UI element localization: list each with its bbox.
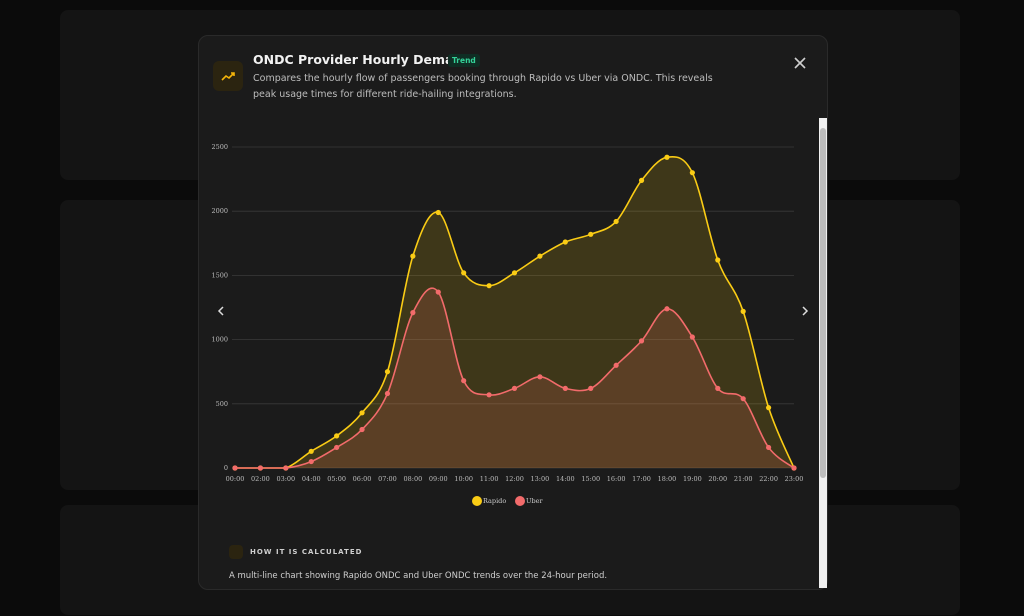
data-point bbox=[588, 385, 594, 391]
data-point bbox=[308, 448, 314, 454]
data-point bbox=[486, 283, 492, 289]
x-tick-label: 23:00 bbox=[785, 475, 804, 483]
section-text: A multi-line chart showing Rapido ONDC a… bbox=[229, 571, 608, 581]
data-point bbox=[384, 369, 391, 375]
x-tick-label: 03:00 bbox=[276, 475, 295, 483]
x-tick-label: 13:00 bbox=[531, 475, 550, 483]
x-tick-label: 20:00 bbox=[708, 475, 727, 483]
data-point bbox=[334, 444, 340, 451]
data-point bbox=[664, 306, 670, 312]
y-tick-label: 2500 bbox=[211, 143, 228, 151]
x-tick-label: 06:00 bbox=[353, 475, 372, 483]
data-point bbox=[257, 465, 264, 471]
data-point bbox=[461, 378, 467, 384]
data-point bbox=[461, 270, 467, 276]
x-tick-label: 00:00 bbox=[226, 475, 245, 483]
y-tick-label: 1500 bbox=[211, 271, 228, 279]
data-point bbox=[537, 374, 543, 380]
x-tick-label: 02:00 bbox=[251, 475, 270, 483]
trend-icon bbox=[213, 61, 243, 91]
x-tick-label: 14:00 bbox=[556, 475, 575, 483]
data-point bbox=[740, 308, 746, 314]
scroll-thumb[interactable] bbox=[820, 128, 826, 478]
next-arrow[interactable] bbox=[802, 306, 809, 316]
data-point bbox=[638, 338, 645, 344]
legend-label: Rapido bbox=[483, 497, 506, 505]
data-point bbox=[765, 405, 772, 411]
data-point bbox=[410, 310, 416, 316]
data-point bbox=[232, 465, 238, 471]
x-tick-label: 15:00 bbox=[581, 475, 600, 483]
data-point bbox=[715, 257, 721, 263]
description: Compares the hourly flow of passengers b… bbox=[253, 73, 713, 100]
icon-glyph bbox=[221, 72, 235, 81]
legend-swatch bbox=[515, 496, 525, 506]
section-title: HOW IT IS CALCULATED bbox=[250, 548, 363, 556]
data-point bbox=[435, 209, 441, 216]
data-point bbox=[689, 170, 695, 176]
data-point bbox=[359, 426, 365, 433]
data-point bbox=[562, 239, 568, 245]
data-point bbox=[613, 362, 619, 368]
x-tick-label: 04:00 bbox=[302, 475, 321, 483]
data-point bbox=[638, 177, 645, 183]
x-tick-label: 19:00 bbox=[683, 475, 702, 483]
data-point bbox=[664, 154, 670, 160]
y-tick-label: 0 bbox=[224, 464, 228, 472]
data-point bbox=[334, 433, 340, 439]
series-line bbox=[235, 287, 795, 469]
x-tick-label: 22:00 bbox=[759, 475, 778, 483]
y-tick-label: 2000 bbox=[211, 207, 228, 215]
data-point bbox=[384, 390, 391, 397]
x-tick-label: 17:00 bbox=[632, 475, 651, 483]
data-point bbox=[613, 218, 619, 225]
close-button[interactable] bbox=[793, 56, 807, 70]
scrollbar[interactable] bbox=[819, 118, 827, 588]
data-point bbox=[511, 270, 518, 276]
series-area bbox=[235, 156, 794, 468]
modal-title: ONDC Provider Hourly Demand bbox=[253, 52, 472, 67]
data-point bbox=[715, 385, 721, 391]
data-point bbox=[765, 444, 772, 451]
badge: Trend bbox=[448, 54, 480, 67]
data-point bbox=[740, 396, 746, 402]
x-tick-label: 21:00 bbox=[734, 475, 753, 483]
prev-arrow[interactable] bbox=[217, 306, 224, 316]
data-point bbox=[410, 253, 416, 259]
data-point bbox=[689, 334, 695, 340]
legend-label: Uber bbox=[526, 497, 543, 505]
section-icon bbox=[229, 545, 243, 559]
x-tick-label: 09:00 bbox=[429, 475, 448, 483]
y-tick-label: 500 bbox=[216, 400, 228, 408]
data-point bbox=[588, 231, 594, 237]
x-tick-label: 11:00 bbox=[480, 475, 499, 483]
x-tick-label: 16:00 bbox=[607, 475, 626, 483]
data-point bbox=[435, 289, 441, 295]
data-point bbox=[486, 392, 492, 398]
x-tick-label: 10:00 bbox=[454, 475, 473, 483]
data-point bbox=[283, 465, 289, 471]
legend-swatch bbox=[472, 496, 482, 506]
x-tick-label: 05:00 bbox=[327, 475, 346, 483]
data-point bbox=[791, 465, 797, 471]
x-tick-label: 18:00 bbox=[658, 475, 677, 483]
data-point bbox=[511, 385, 518, 391]
y-tick-label: 1000 bbox=[211, 336, 228, 344]
modal: ONDC Provider Hourly Demand Trend Compar… bbox=[198, 35, 828, 590]
data-point bbox=[308, 458, 314, 465]
data-point bbox=[359, 410, 365, 416]
x-tick-label: 08:00 bbox=[403, 475, 422, 483]
x-tick-label: 12:00 bbox=[505, 475, 524, 483]
data-point bbox=[537, 253, 543, 259]
data-point bbox=[562, 385, 568, 391]
series-area bbox=[235, 288, 794, 468]
x-tick-label: 07:00 bbox=[378, 475, 397, 483]
